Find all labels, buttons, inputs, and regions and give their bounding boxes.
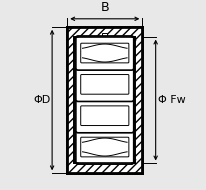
FancyBboxPatch shape	[76, 36, 134, 70]
Bar	[67, 27, 142, 173]
Bar	[67, 163, 142, 173]
FancyBboxPatch shape	[76, 67, 134, 101]
Bar	[74, 37, 136, 163]
Text: Φ Fw: Φ Fw	[158, 95, 186, 105]
Bar	[102, 33, 108, 37]
Text: B: B	[101, 1, 109, 14]
Bar	[136, 37, 142, 163]
FancyBboxPatch shape	[76, 99, 134, 133]
FancyBboxPatch shape	[81, 74, 129, 94]
FancyBboxPatch shape	[81, 137, 129, 157]
FancyBboxPatch shape	[76, 130, 134, 164]
FancyBboxPatch shape	[81, 106, 129, 126]
Bar	[67, 27, 142, 37]
FancyBboxPatch shape	[81, 43, 129, 63]
Bar	[67, 37, 74, 163]
Text: ΦD: ΦD	[33, 95, 50, 105]
